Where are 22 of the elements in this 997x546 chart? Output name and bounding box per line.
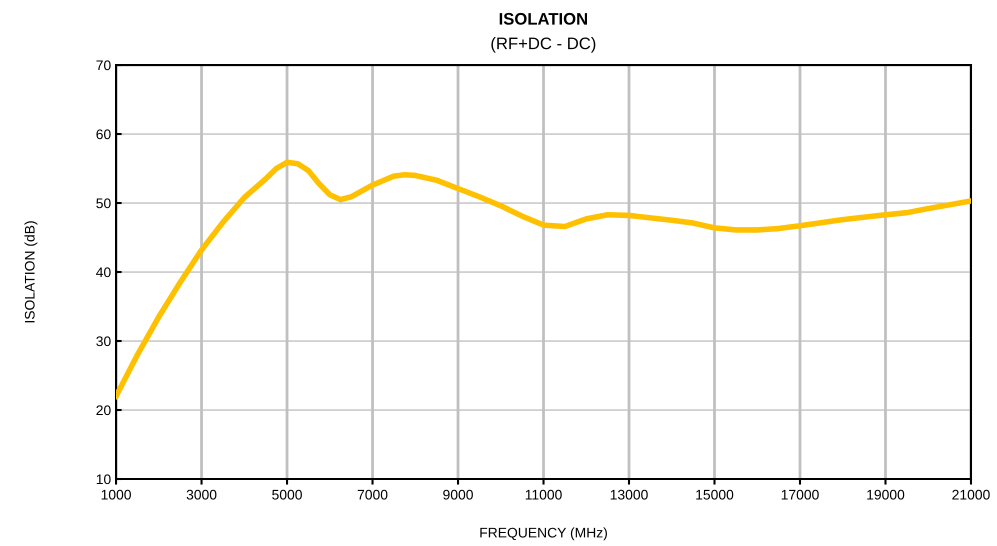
y-tick-label: 40 (96, 267, 111, 278)
y-tick-label: 70 (96, 60, 111, 70)
x-axis-title: FREQUENCY (MHz) (480, 527, 607, 540)
y-tick-label: 20 (96, 405, 111, 416)
y-tick-label: 10 (96, 474, 111, 484)
x-tick-label: 9000 (443, 490, 473, 500)
x-tick-label: 1000 (102, 490, 131, 500)
x-tick-label: 3000 (186, 490, 216, 500)
chart-subtitle: (RF+DC - DC) (491, 37, 596, 53)
x-tick-label: 5000 (272, 490, 302, 500)
x-tick-label: 15000 (696, 490, 734, 500)
y-tick-label: 50 (96, 198, 111, 208)
x-tick-label: 11000 (526, 490, 562, 500)
y-axis-title: ISOLATION (dB) (24, 221, 38, 322)
x-tick-label: 21000 (952, 490, 990, 500)
x-tick-label: 7000 (358, 490, 388, 500)
y-tick-label: 30 (96, 336, 111, 346)
chart-title: ISOLATION (500, 12, 587, 25)
x-tick-label: 19000 (867, 490, 904, 500)
x-tick-label: 13000 (610, 490, 648, 500)
y-tick-label: 60 (96, 129, 111, 140)
x-tick-label: 17000 (782, 490, 819, 500)
